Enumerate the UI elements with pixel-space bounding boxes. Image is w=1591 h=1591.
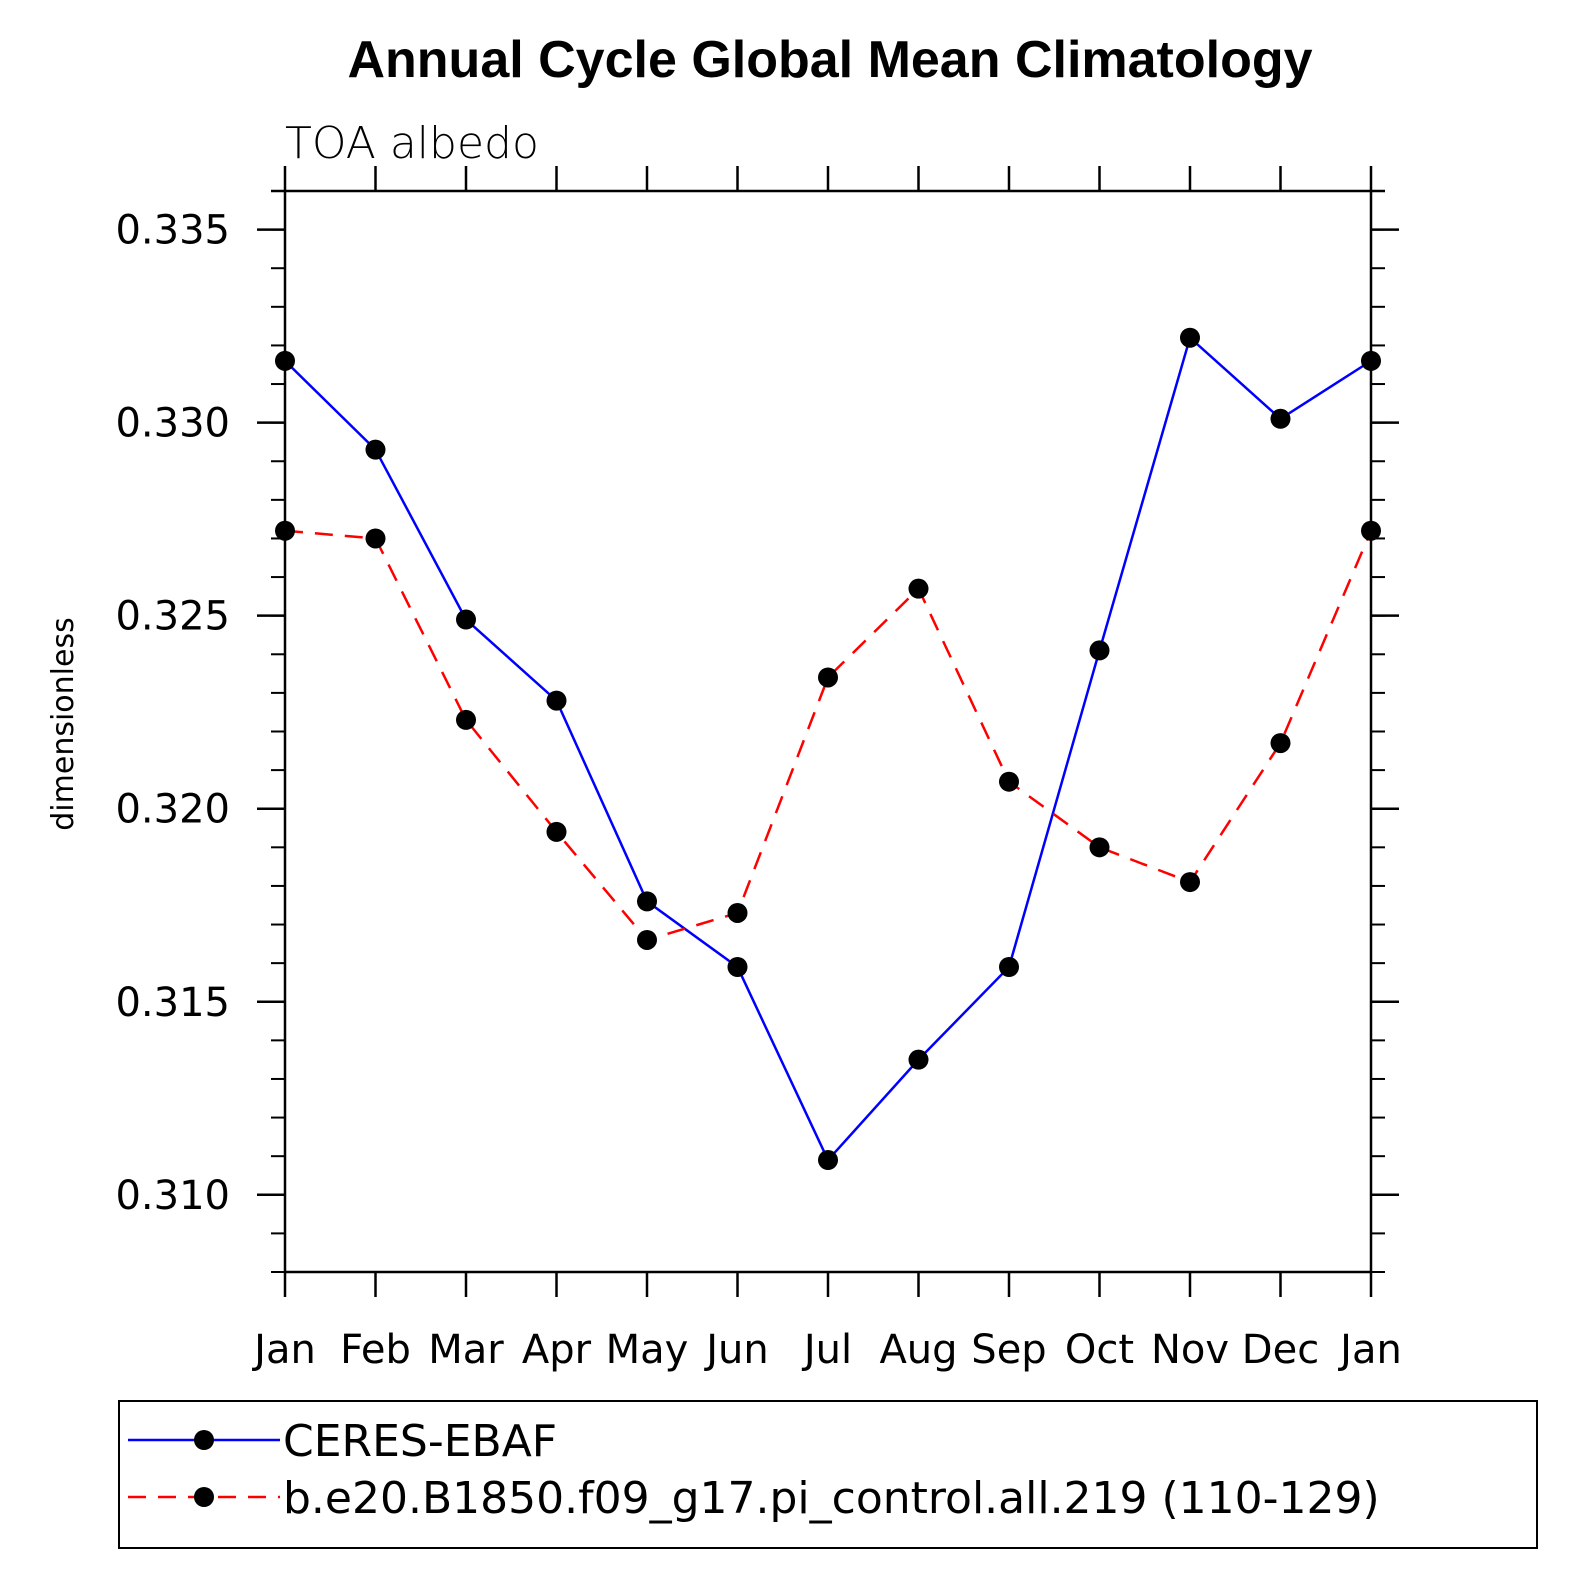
data-point (818, 1150, 838, 1171)
chart-subtitle: TOA albedo (285, 118, 539, 169)
data-point (1180, 872, 1200, 893)
legend-marker-1 (194, 1487, 214, 1507)
data-point (1089, 640, 1110, 661)
x-tick-label: Mar (428, 1327, 504, 1373)
series-line-0 (284, 335, 1372, 1163)
legend-box (118, 1400, 1538, 1549)
y-tick-label: 0.330 (115, 401, 230, 447)
data-point (727, 957, 748, 978)
legend-marker-0 (194, 1430, 214, 1450)
legend: CERES-EBAF b.e20.B1850.f09_g17.pi_control… (128, 1416, 1380, 1524)
x-tick-label: Nov (1151, 1327, 1229, 1373)
y-tick-label: 0.310 (115, 1173, 230, 1219)
x-tick-label: Aug (879, 1327, 957, 1373)
y-axis-label: dimensionless (46, 617, 81, 830)
x-tick-label: Apr (522, 1327, 592, 1373)
series-lines (284, 335, 1373, 1163)
data-point (275, 520, 295, 541)
data-point (818, 667, 838, 688)
data-point (637, 891, 657, 912)
data-point (999, 957, 1019, 978)
data-point (908, 1049, 929, 1070)
data-point (637, 929, 657, 950)
y-tick-label: 0.315 (115, 980, 230, 1026)
series-line-1 (284, 529, 1373, 942)
series-markers (275, 327, 1381, 1171)
x-tick-labels: Jan Feb Mar Apr May Jun Jul Aug Sep Oct Nov Dec Jan (251, 1327, 1402, 1373)
axis-ticks (257, 166, 1399, 1297)
chart-title: Annual Cycle Global Mean Climatology (347, 31, 1312, 89)
data-point (1270, 733, 1291, 754)
data-point (1361, 520, 1381, 541)
x-tick-label: Jan (1337, 1327, 1402, 1373)
data-point (546, 690, 567, 711)
x-tick-label: Dec (1242, 1327, 1319, 1373)
legend-label-1: b.e20.B1850.f09_g17.pi_control.all.219 (… (283, 1473, 1380, 1524)
x-tick-label: Sep (971, 1327, 1046, 1373)
data-point (456, 709, 476, 730)
y-tick-labels: 0.310 0.315 0.320 0.325 0.330 0.335 (115, 208, 230, 1219)
x-tick-label: Jun (703, 1327, 769, 1373)
data-point (1361, 350, 1381, 371)
data-point (999, 771, 1019, 792)
x-tick-label: Jul (801, 1327, 852, 1373)
data-point (1270, 408, 1291, 429)
x-tick-label: May (606, 1327, 689, 1373)
y-tick-label: 0.325 (115, 594, 230, 640)
x-tick-label: Jan (251, 1327, 316, 1373)
data-point (546, 821, 567, 842)
data-point (365, 528, 386, 549)
data-point (1180, 327, 1200, 348)
data-point (275, 350, 295, 371)
y-tick-label: 0.320 (115, 787, 230, 833)
x-tick-label: Feb (340, 1327, 411, 1373)
y-tick-label: 0.335 (115, 208, 230, 254)
data-point (456, 609, 476, 630)
data-point (727, 902, 748, 923)
x-tick-label: Oct (1065, 1327, 1134, 1373)
data-point (1089, 837, 1110, 858)
legend-label-0: CERES-EBAF (283, 1416, 557, 1467)
data-point (908, 578, 929, 599)
data-point (365, 439, 386, 460)
